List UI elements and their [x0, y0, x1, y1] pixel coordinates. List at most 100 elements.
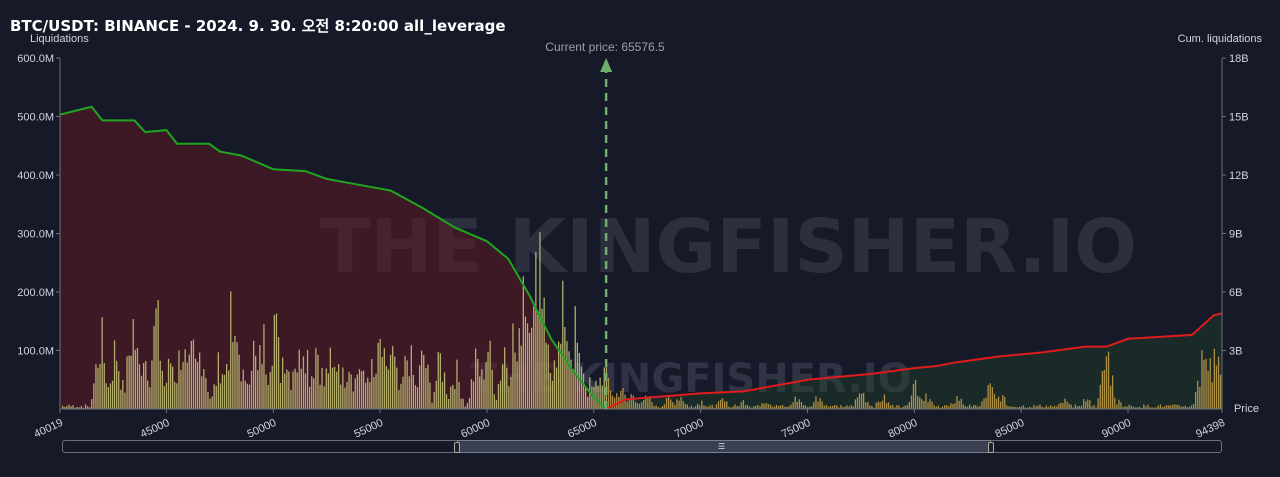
liquidation-bar [966, 406, 969, 409]
liquidation-bar [242, 369, 244, 409]
liquidation-bar [1178, 405, 1180, 409]
liquidation-bar [1132, 406, 1135, 409]
liquidation-bar [427, 364, 429, 409]
liquidation-bar [1058, 404, 1060, 409]
liquidation-bar [180, 369, 182, 409]
liquidation-bar [294, 368, 296, 409]
liquidation-bar [445, 394, 448, 409]
liquidation-bar [665, 398, 668, 409]
range-scrollbar[interactable]: ☰ [62, 440, 1222, 453]
scrollbar-thumb[interactable]: ☰ [454, 440, 994, 453]
liquidation-bar [950, 403, 952, 409]
liquidation-bar [705, 406, 707, 409]
scroll-left-handle[interactable] [454, 442, 460, 453]
liquidation-bar [188, 354, 190, 409]
liquidation-bar [991, 387, 993, 409]
liquidation-bar [327, 373, 329, 409]
liquidation-bar [487, 351, 489, 409]
liquidation-bar [151, 360, 153, 409]
liquidation-bar [163, 386, 165, 409]
liquidation-bar [1087, 399, 1089, 409]
liquidation-bar [526, 323, 529, 409]
liquidation-bar [203, 369, 205, 409]
liquidation-bar [767, 404, 769, 409]
liquidation-bar [290, 389, 292, 409]
liquidation-bar [1051, 406, 1054, 409]
liquidation-bar [848, 406, 850, 409]
liquidation-bar [317, 354, 319, 409]
liquidation-bar [914, 380, 917, 409]
liquidation-bar [609, 390, 612, 409]
liquidation-bar [1047, 407, 1049, 409]
liquidation-bar [306, 350, 309, 409]
liquidation-bar [269, 372, 271, 409]
liquidation-bar [682, 401, 684, 409]
liquidation-bar [850, 405, 852, 409]
liquidation-bar [1056, 406, 1058, 409]
liquidation-bar [746, 405, 749, 409]
liquidation-bar [416, 387, 419, 409]
liquidation-bar [865, 402, 867, 409]
liquidation-bar [842, 407, 844, 409]
liquidation-bar [126, 356, 128, 409]
liquidation-bar [964, 406, 966, 409]
liquidation-bar [574, 306, 576, 409]
liquidation-bar [1141, 407, 1143, 409]
liquidation-bar [298, 349, 300, 409]
liquidation-bar [1089, 400, 1091, 409]
liquidation-bar [408, 376, 410, 409]
liquidation-bar [566, 341, 568, 409]
liquidation-bar [313, 378, 315, 409]
left-axis-label: Liquidations [30, 33, 89, 45]
liquidation-bar [479, 376, 481, 409]
liquidation-bar [512, 323, 514, 409]
liquidation-bar [827, 406, 830, 409]
liquidation-bar [350, 374, 352, 409]
liquidation-bar [659, 407, 661, 409]
liquidation-bar [74, 407, 76, 409]
liquidation-bar [228, 370, 230, 409]
liquidation-bar [134, 349, 136, 409]
liquidation-bar [1130, 406, 1132, 409]
liquidation-bar [472, 381, 475, 409]
scroll-right-handle[interactable] [988, 442, 994, 453]
liquidation-bar [491, 369, 493, 409]
liquidation-bar [836, 405, 838, 409]
liquidation-bar [900, 407, 902, 409]
x-tick-label: 50000 [245, 417, 278, 441]
liquidation-bar [273, 314, 275, 409]
liquidation-bar [603, 367, 605, 409]
liquidation-bar [394, 356, 396, 409]
liquidation-bar [528, 332, 531, 409]
liquidation-bar [209, 398, 211, 409]
liquidation-bar [632, 395, 634, 409]
liquidation-bar [105, 383, 107, 409]
liquidation-bar [524, 316, 527, 409]
liquidation-bar [1209, 358, 1211, 409]
liquidation-bar [516, 361, 518, 409]
liquidation-bar [70, 406, 72, 409]
liquidation-bar [620, 391, 622, 409]
liquidation-bar [944, 405, 946, 409]
liquidation-bar [1078, 406, 1081, 409]
liquidation-bar [917, 395, 919, 409]
liquidation-bar [643, 400, 645, 409]
liquidation-bar [433, 391, 435, 409]
liquidation-bar [255, 355, 257, 409]
liquidation-bar [638, 403, 641, 409]
liquidation-bar [97, 367, 99, 409]
liquidation-bar [946, 405, 948, 409]
liquidation-bar [709, 405, 711, 409]
liquidation-bar [1180, 406, 1182, 409]
liquidation-bar [1022, 405, 1025, 409]
liquidation-bar [1128, 404, 1130, 409]
liquidation-bar [514, 352, 516, 409]
liquidation-bar [719, 399, 722, 409]
liquidation-bar [721, 398, 724, 409]
liquidation-bar [1053, 405, 1056, 409]
liquidation-bar [109, 383, 112, 409]
liquidation-bar [1029, 406, 1031, 409]
liquidation-bar [572, 369, 574, 409]
liquidation-bar [68, 404, 70, 409]
x-tick-label: 94398 [1194, 417, 1227, 441]
